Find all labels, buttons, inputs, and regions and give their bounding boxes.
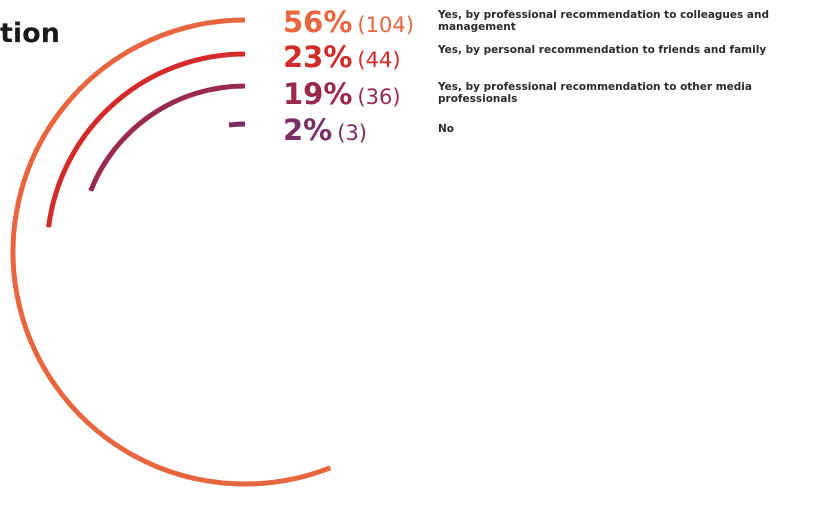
percent-label-1: 23% — [283, 40, 353, 74]
arc-1 — [46, 51, 246, 228]
legend-label-3: No — [438, 123, 455, 135]
legend-label-0: Yes, by professional recommendation to c… — [438, 9, 770, 33]
percent-label-3: 2% — [283, 113, 333, 147]
value-row-1: 23% (44) — [283, 43, 401, 72]
count-label-2: (36) — [357, 85, 401, 109]
chart-title: tion — [0, 18, 60, 49]
value-row-0: 56% (104) — [283, 8, 414, 37]
count-label-0: (104) — [357, 13, 414, 37]
arc-0 — [10, 17, 332, 487]
count-label-1: (44) — [357, 48, 401, 72]
arc-3 — [228, 121, 246, 128]
percent-label-2: 19% — [283, 77, 353, 111]
legend-label-2: Yes, by professional recommendation to o… — [438, 81, 752, 105]
value-row-3: 2% (3) — [283, 116, 367, 145]
count-label-3: (3) — [337, 121, 367, 145]
arc-2 — [88, 83, 246, 192]
legend-label-1: Yes, by personal recommendation to frien… — [438, 44, 767, 56]
value-row-2: 19% (36) — [283, 80, 401, 109]
percent-label-0: 56% — [283, 5, 353, 39]
